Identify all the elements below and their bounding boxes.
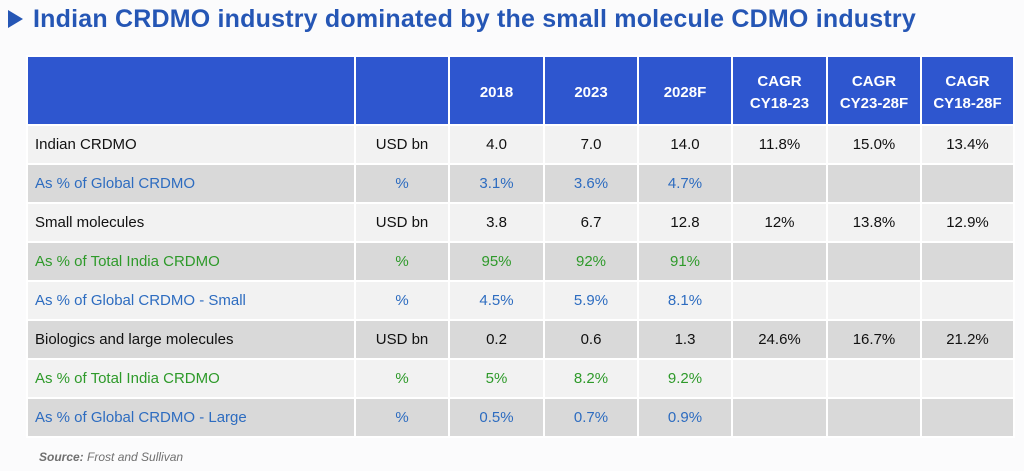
- table-row: As % of Global CRDMO - Small% 4.5% 5.9% 8.1…: [26, 280, 1015, 321]
- value-cell: 15.0%: [826, 124, 922, 165]
- row-label: Biologics and large molecules: [26, 319, 356, 360]
- value-cell: 4.5%: [448, 280, 545, 321]
- value-cell: [826, 358, 922, 399]
- row-label: Small molecules: [26, 202, 356, 243]
- table-row: As % of Total India CRDMO% 5% 8.2% 9.2%: [26, 358, 1015, 399]
- value-cell: 16.7%: [826, 319, 922, 360]
- value-cell: [920, 163, 1015, 204]
- value-cell: [920, 280, 1015, 321]
- value-cell: 21.2%: [920, 319, 1015, 360]
- value-cell: [731, 397, 828, 438]
- row-label: As % of Global CRDMO - Large: [26, 397, 356, 438]
- value-cell: 9.2%: [637, 358, 733, 399]
- value-cell: [731, 163, 828, 204]
- value-cell: [826, 241, 922, 282]
- row-label: As % of Total India CRDMO: [26, 241, 356, 282]
- value-cell: [826, 163, 922, 204]
- value-cell: 3.1%: [448, 163, 545, 204]
- row-label: As % of Global CRDMO: [26, 163, 356, 204]
- table-row: Small molecules USD bn 3.8 6.7 12.8 12% 13.8% 1…: [26, 202, 1015, 243]
- value-cell: [920, 358, 1015, 399]
- value-cell: 0.9%: [637, 397, 733, 438]
- triangle-bullet-icon: [8, 10, 23, 28]
- table-row: Indian CRDMO USD bn 4.0 7.0 14.0 11.8% 15.0% 13…: [26, 124, 1015, 165]
- unit-cell: %: [354, 397, 450, 438]
- value-cell: [920, 397, 1015, 438]
- value-cell: 92%: [543, 241, 639, 282]
- column-header: [26, 55, 356, 126]
- column-header: 2018: [448, 55, 545, 126]
- header-row: 2018 2023 2028F CAGR CY18-23 CAGR CY23-28F CA…: [26, 55, 1015, 126]
- value-cell: 0.5%: [448, 397, 545, 438]
- value-cell: [920, 241, 1015, 282]
- value-cell: 8.1%: [637, 280, 733, 321]
- value-cell: 91%: [637, 241, 733, 282]
- unit-cell: %: [354, 163, 450, 204]
- column-header: 2023: [543, 55, 639, 126]
- value-cell: 3.8: [448, 202, 545, 243]
- source-label: Source:: [39, 450, 84, 464]
- value-cell: [731, 358, 828, 399]
- column-header: CAGR CY23-28F: [826, 55, 922, 126]
- value-cell: 4.0: [448, 124, 545, 165]
- column-header: CAGR CY18-28F: [920, 55, 1015, 126]
- value-cell: 11.8%: [731, 124, 828, 165]
- value-cell: 12.8: [637, 202, 733, 243]
- value-cell: 0.7%: [543, 397, 639, 438]
- column-header: [354, 55, 450, 126]
- value-cell: [731, 280, 828, 321]
- table-row: As % of Global CRDMO - Large% 0.5% 0.7% 0.9…: [26, 397, 1015, 438]
- value-cell: 5%: [448, 358, 545, 399]
- value-cell: 0.6: [543, 319, 639, 360]
- unit-cell: %: [354, 280, 450, 321]
- value-cell: [731, 241, 828, 282]
- unit-cell: USD bn: [354, 124, 450, 165]
- data-table: 2018 2023 2028F CAGR CY18-23 CAGR CY23-28F CA…: [26, 55, 1015, 438]
- row-label: As % of Global CRDMO - Small: [26, 280, 356, 321]
- value-cell: 95%: [448, 241, 545, 282]
- table-row: As % of Total India CRDMO% 95% 92% 91%: [26, 241, 1015, 282]
- value-cell: 8.2%: [543, 358, 639, 399]
- row-label: Indian CRDMO: [26, 124, 356, 165]
- row-label: As % of Total India CRDMO: [26, 358, 356, 399]
- value-cell: 13.4%: [920, 124, 1015, 165]
- column-header: 2028F: [637, 55, 733, 126]
- value-cell: 13.8%: [826, 202, 922, 243]
- unit-cell: USD bn: [354, 202, 450, 243]
- value-cell: 14.0: [637, 124, 733, 165]
- value-cell: 5.9%: [543, 280, 639, 321]
- page-title: Indian CRDMO industry dominated by the s…: [8, 2, 916, 36]
- value-cell: 6.7: [543, 202, 639, 243]
- source-text: Frost and Sullivan: [83, 450, 184, 464]
- value-cell: 4.7%: [637, 163, 733, 204]
- value-cell: 0.2: [448, 319, 545, 360]
- value-cell: 12.9%: [920, 202, 1015, 243]
- value-cell: [826, 397, 922, 438]
- value-cell: 7.0: [543, 124, 639, 165]
- value-cell: 12%: [731, 202, 828, 243]
- column-header: CAGR CY18-23: [731, 55, 828, 126]
- table-row: Biologics and large molecules USD bn 0.2 0.…: [26, 319, 1015, 360]
- unit-cell: %: [354, 241, 450, 282]
- source-note: Source: Frost and Sullivan: [39, 450, 183, 464]
- value-cell: 24.6%: [731, 319, 828, 360]
- value-cell: 3.6%: [543, 163, 639, 204]
- unit-cell: %: [354, 358, 450, 399]
- value-cell: [826, 280, 922, 321]
- table-row: As % of Global CRDMO% 3.1% 3.6% 4.7%: [26, 163, 1015, 204]
- title-text: Indian CRDMO industry dominated by the s…: [33, 4, 916, 33]
- unit-cell: USD bn: [354, 319, 450, 360]
- value-cell: 1.3: [637, 319, 733, 360]
